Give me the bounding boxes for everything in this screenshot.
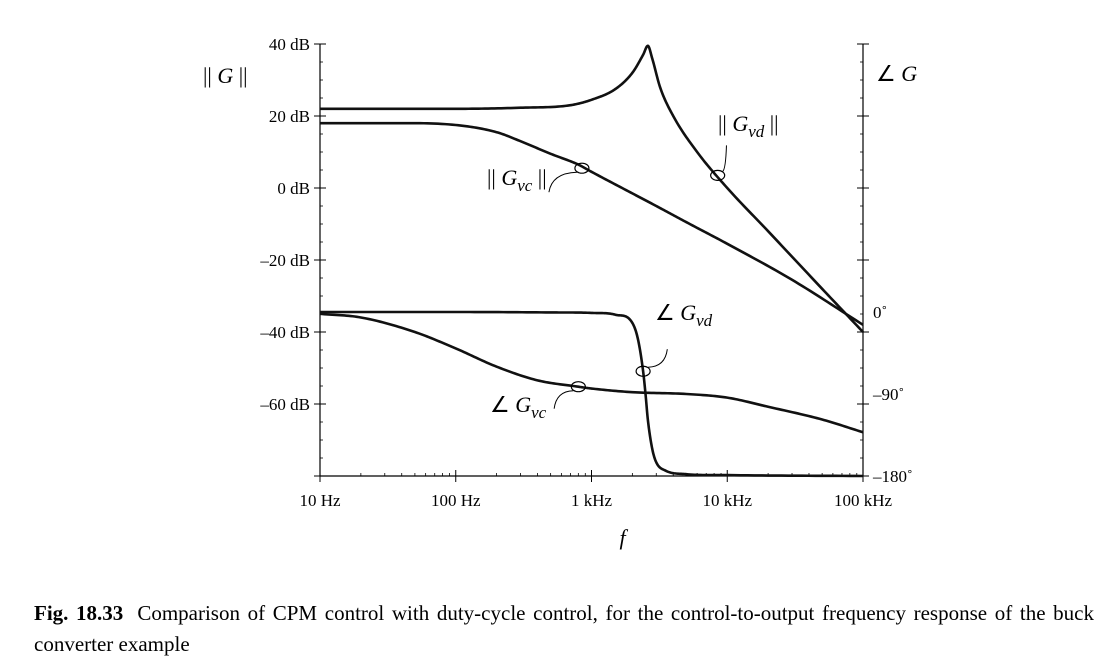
label-gvd-magnitude: || Gvd ||: [718, 111, 779, 141]
labels-group: 40 dB 20 dB 0 dB –20 dB –40 dB –60 dB 0˚ –90˚ –1…: [203, 35, 917, 550]
left-axis-label-part: ||: [203, 63, 212, 88]
label-gvc-phase-part: G: [510, 392, 532, 417]
label-gvc-magnitude-part: ||: [487, 165, 496, 190]
annotation-marker: [574, 162, 590, 174]
left-tick-label: 20 dB: [269, 107, 310, 126]
x-tick-label: 10 Hz: [299, 491, 341, 510]
annotation-leader: [722, 145, 727, 172]
right-axis-label: ∠ G: [876, 61, 917, 86]
label-gvc-phase-part: ∠: [490, 392, 510, 417]
label-gvd-magnitude-part: vd: [748, 122, 765, 141]
x-tick-label: 100 kHz: [834, 491, 893, 510]
annotation-leader: [548, 171, 577, 193]
axes-group: [314, 43, 869, 482]
left-tick-label: 40 dB: [269, 35, 310, 54]
curve-gvc-phase: [319, 312, 864, 434]
label-gvd-phase-part: ∠: [655, 300, 675, 325]
left-axis-label: || G ||: [203, 63, 248, 88]
annotation-leader: [648, 349, 668, 368]
label-gvc-magnitude-part: vc: [517, 176, 533, 195]
right-tick-label: –180˚: [872, 467, 913, 486]
right-tick-label: 0˚: [873, 303, 887, 322]
label-gvd-phase-part: G: [675, 300, 697, 325]
left-tick-label: –20 dB: [259, 251, 310, 270]
curve-gvd-magnitude: [320, 44, 864, 333]
right-axis-label-part: G: [896, 61, 918, 86]
left-axis-label-part: G: [212, 63, 234, 88]
label-gvd-phase-part: vd: [696, 311, 713, 330]
caption-text: Comparison of CPM control with duty-cycl…: [34, 601, 1094, 656]
x-tick-label: 10 kHz: [702, 491, 752, 510]
label-gvd-magnitude-part: ||: [764, 111, 778, 136]
right-tick-label: –90˚: [872, 385, 904, 404]
left-tick-label: –40 dB: [259, 323, 310, 342]
right-axis-label-part: ∠: [876, 61, 896, 86]
left-axis-label-part: ||: [233, 63, 247, 88]
curves-group: [319, 44, 864, 478]
annotation-marker: [710, 169, 726, 181]
label-gvd-phase: ∠ Gvd: [655, 300, 713, 330]
x-tick-label: 100 Hz: [431, 491, 481, 510]
x-axis-label: f: [619, 525, 628, 550]
figure-caption: Fig. 18.33 Comparison of CPM control with…: [34, 598, 1094, 660]
label-gvc-magnitude-part: ||: [532, 165, 546, 190]
label-gvc-magnitude: || Gvc ||: [487, 165, 547, 195]
left-tick-label: –60 dB: [259, 395, 310, 414]
curve-gvc-magnitude: [320, 121, 864, 326]
label-gvc-magnitude-part: G: [496, 165, 518, 190]
label-gvc-phase-part: vc: [531, 403, 547, 422]
x-tick-label: 1 kHz: [571, 491, 613, 510]
annotation-leader: [553, 390, 574, 409]
annotation-marker: [570, 381, 586, 393]
label-gvc-phase: ∠ Gvc: [490, 392, 547, 422]
bode-plot: 40 dB 20 dB 0 dB –20 dB –40 dB –60 dB 0˚ –90˚ –1…: [203, 35, 917, 550]
label-gvd-magnitude-part: ||: [718, 111, 727, 136]
curve-gvd-phase: [320, 310, 864, 478]
label-gvd-magnitude-part: G: [727, 111, 749, 136]
figure-number: Fig. 18.33: [34, 601, 124, 625]
left-tick-label: 0 dB: [277, 179, 310, 198]
annotation-marker: [635, 365, 651, 377]
